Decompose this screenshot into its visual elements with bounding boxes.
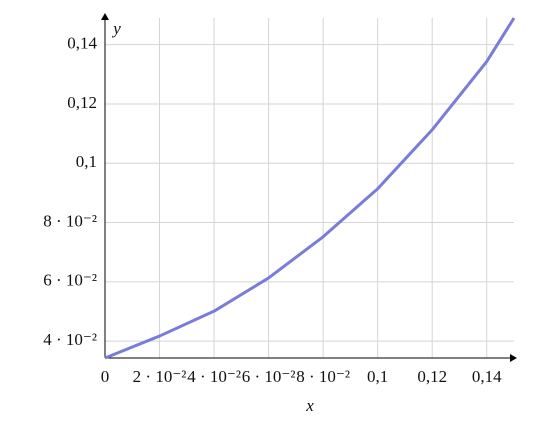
x-tick-label: 2 · 10⁻² [133, 367, 187, 386]
y-axis-label: y [111, 19, 121, 38]
x-tick-label: 0 [101, 367, 110, 386]
x-tick-label: 8 · 10⁻² [296, 367, 350, 386]
y-tick-label: 0,1 [76, 152, 97, 171]
y-tick-label: 0,12 [67, 93, 97, 112]
y-tick-label: 4 · 10⁻² [43, 330, 97, 349]
x-tick-label: 6 · 10⁻² [242, 367, 296, 386]
y-tick-label: 6 · 10⁻² [43, 271, 97, 290]
y-tick-label: 8 · 10⁻² [43, 211, 97, 230]
x-axis-label: x [305, 396, 314, 415]
y-tick-label: 0,14 [67, 34, 97, 53]
line-series [104, 17, 516, 360]
x-tick-label: 0,1 [367, 367, 388, 386]
x-tick-label: 4 · 10⁻² [187, 367, 241, 386]
x-tick-label: 0,14 [472, 367, 502, 386]
x-tick-label: 0,12 [417, 367, 447, 386]
